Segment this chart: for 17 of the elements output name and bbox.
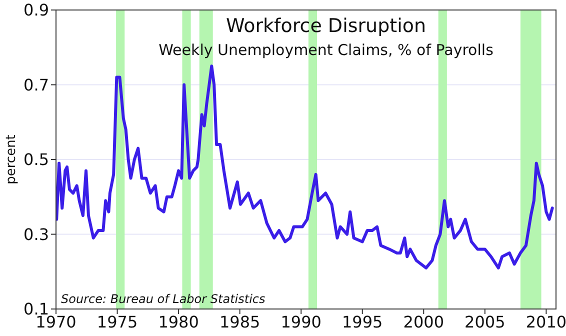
x-tick-label: 2000: [403, 312, 444, 332]
y-axis-title: percent: [4, 134, 19, 184]
x-tick-label: 1980: [158, 312, 199, 332]
x-tick-label: 1990: [280, 312, 322, 332]
line-series: [56, 64, 554, 270]
y-tick-label: 0.5: [24, 150, 49, 170]
text: Weekly Unemployment Claims, % of Payrolls: [158, 41, 494, 59]
x-tick-label: 2005: [464, 312, 506, 332]
chart-title: Workforce Disruption: [226, 15, 426, 37]
x-tick-label: 1975: [96, 312, 138, 332]
x-tick-label: 2010: [526, 312, 566, 332]
x-tick-label: 1995: [342, 312, 383, 332]
annotation: Source: Bureau of Labor Statistics: [61, 292, 266, 306]
y-tick-label: 0.7: [24, 75, 49, 94]
x-tick-label: 1985: [219, 312, 260, 332]
y-tick-label: 0.3: [24, 224, 49, 244]
y-tick-label: 0.9: [24, 0, 49, 20]
